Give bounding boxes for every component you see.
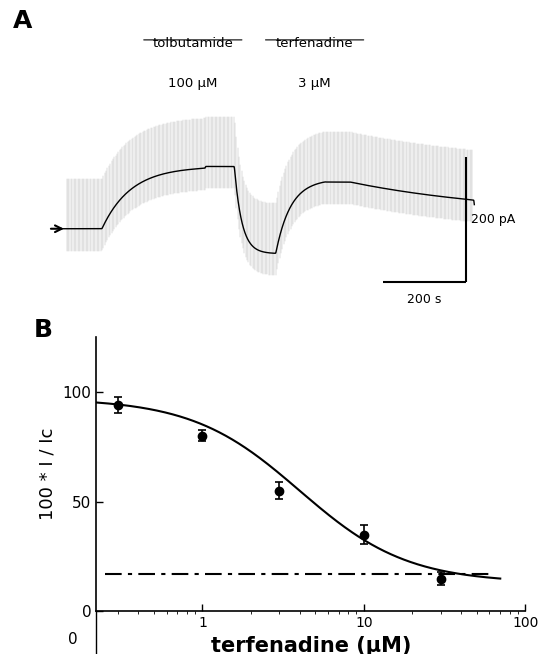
Text: B: B <box>34 318 53 341</box>
Text: 200 s: 200 s <box>408 293 442 306</box>
Text: terfenadine: terfenadine <box>276 37 354 50</box>
Y-axis label: 100 * I / Ic: 100 * I / Ic <box>39 428 57 521</box>
Text: 0: 0 <box>68 632 78 647</box>
Text: tolbutamide: tolbutamide <box>152 37 233 50</box>
Text: A: A <box>13 9 32 33</box>
Text: 3 μM: 3 μM <box>298 77 331 90</box>
Text: 200 pA: 200 pA <box>471 213 515 226</box>
Text: 100 μM: 100 μM <box>168 77 217 90</box>
X-axis label: terfenadine (μM): terfenadine (μM) <box>211 636 411 654</box>
